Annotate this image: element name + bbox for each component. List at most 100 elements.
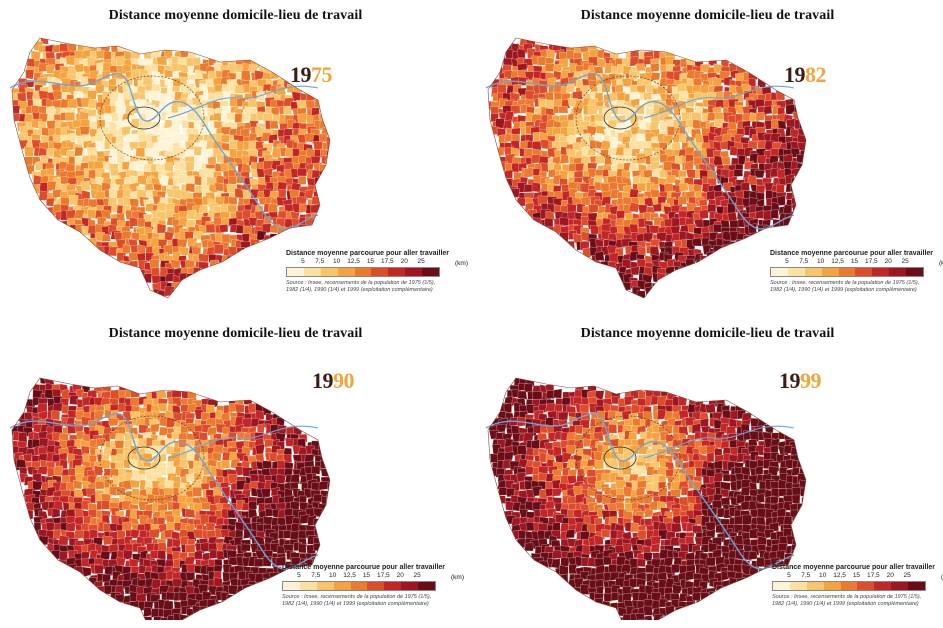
seine-river: [485, 73, 795, 230]
commune-cell: [698, 209, 709, 220]
commune-cell: [116, 486, 126, 496]
commune-cell: [149, 528, 160, 538]
commune-cell: [51, 507, 61, 519]
commune-cell: [756, 155, 767, 165]
commune-cell: [297, 224, 308, 233]
commune-cell: [593, 431, 604, 442]
commune-cell: [247, 148, 258, 158]
legend-swatch: [908, 582, 926, 590]
commune-cell: [671, 217, 682, 227]
commune-cell: [504, 169, 513, 179]
commune-cell: [756, 508, 767, 519]
commune-cell: [503, 119, 512, 130]
commune-cell: [320, 468, 330, 477]
commune-cell: [93, 564, 104, 574]
paris-boundary: [603, 446, 637, 470]
commune-cell: [593, 535, 604, 546]
commune-cell: [671, 564, 681, 574]
commune-cell: [220, 460, 231, 469]
commune-cell: [311, 219, 322, 228]
commune-cell: [741, 113, 752, 123]
commune-cell: [755, 112, 765, 122]
legend-source: Source : Insee, recensements de la popul…: [282, 594, 464, 608]
commune-cell: [593, 132, 604, 142]
map-legend: Distance moyenne parcourue pour aller tr…: [770, 250, 943, 294]
commune-cell: [209, 259, 219, 269]
commune-cell: [212, 452, 222, 462]
commune-cell: [184, 83, 195, 94]
commune-cell: [637, 182, 647, 192]
commune-cell: [559, 565, 569, 575]
commune-cell: [603, 593, 612, 602]
commune-cell: [733, 169, 744, 177]
commune-cell: [37, 465, 48, 475]
commune-cell: [586, 147, 597, 156]
legend-tick-label: 7,5: [315, 258, 325, 265]
commune-cell: [777, 120, 787, 130]
commune-cell: [166, 417, 176, 428]
commune-cell: [644, 615, 654, 620]
source-line: 1982 (1/4), 1990 (1/4) et 1999 (exploita…: [770, 287, 917, 293]
commune-cell: [242, 417, 252, 428]
commune-cell: [616, 210, 625, 220]
legend-tick-label: 10: [333, 258, 341, 265]
commune-cell: [559, 154, 570, 165]
commune-cell: [242, 584, 254, 595]
commune-cell: [47, 181, 57, 192]
map-title: Distance moyenne domicile-lieu de travai…: [108, 8, 363, 23]
commune-cell: [547, 410, 558, 420]
legend-source: Source : Insee, recensements de la popul…: [772, 594, 943, 608]
region-outline: [487, 377, 807, 620]
commune-cell: [545, 390, 555, 399]
commune-cell: [546, 49, 556, 59]
commune-cell: [115, 134, 125, 145]
choropleth-map: [9, 37, 331, 299]
commune-cell: [46, 64, 55, 74]
commune-cell: [650, 188, 660, 198]
map-panel-1990: Distance moyenne domicile-lieu de travai…: [0, 318, 471, 628]
commune-cell: [769, 522, 779, 532]
marne-river: [167, 85, 319, 119]
legend-swatch: [384, 582, 402, 590]
commune-cell: [275, 474, 286, 484]
commune-cell: [628, 578, 639, 588]
commune-cell: [754, 210, 765, 219]
commune-cell: [594, 251, 605, 261]
commune-cell: [523, 184, 535, 193]
commune-cell: [108, 417, 119, 427]
commune-cell: [297, 113, 308, 124]
legend-title: Distance moyenne parcourue pour aller tr…: [770, 250, 934, 257]
commune-cell: [178, 591, 188, 602]
commune-cell: [532, 391, 543, 400]
commune-cell: [206, 404, 216, 414]
commune-cell: [580, 216, 589, 226]
commune-cell: [782, 204, 793, 215]
choropleth-map: [485, 377, 807, 620]
commune-cell: [65, 55, 77, 66]
commune-cell: [159, 617, 169, 620]
commune-cell: [130, 479, 141, 488]
commune-cell: [128, 260, 139, 271]
commune-cell: [242, 225, 253, 235]
commune-cell: [636, 133, 647, 143]
commune-cell: [679, 543, 689, 553]
commune-cell: [630, 266, 640, 276]
source-line: Source : Insee, recensements de la popul…: [772, 594, 922, 600]
source-line: Source : Insee, recensements de la popul…: [282, 594, 432, 600]
commune-cell: [755, 98, 765, 108]
commune-cell: [545, 403, 556, 412]
commune-cell: [636, 558, 646, 567]
commune-cell: [621, 564, 632, 575]
commune-cell: [221, 233, 231, 244]
legend-swatch: [906, 268, 924, 276]
legend-swatch: [371, 268, 389, 276]
commune-cell: [234, 416, 244, 427]
commune-cell: [165, 591, 176, 601]
legend-ticks: 5 7,5 10 12,5 15 17,5 20 25: [282, 572, 464, 581]
commune-cell: [65, 112, 76, 121]
commune-cell: [775, 183, 785, 194]
commune-cell: [201, 501, 211, 510]
commune-cell: [650, 543, 660, 553]
commune-cell: [607, 424, 618, 434]
commune-cell: [73, 489, 84, 499]
